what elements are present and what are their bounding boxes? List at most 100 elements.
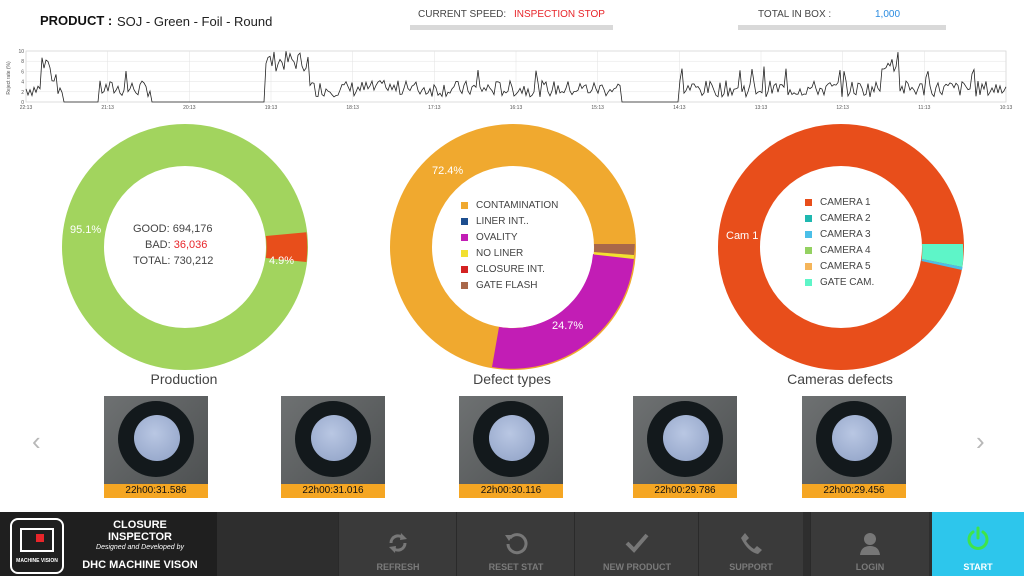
production-title: Production: [150, 371, 218, 387]
legend-label: CAMERA 4: [820, 244, 871, 256]
legend-swatch: [805, 230, 812, 238]
phone-icon: [741, 533, 762, 554]
start-button[interactable]: START: [932, 512, 1024, 576]
timeline-y-tick: 2: [21, 90, 24, 96]
app-title: CLOSURE INSPECTOR: [108, 519, 172, 543]
defect-thumbnail[interactable]: [633, 396, 737, 484]
production-donut[interactable]: [60, 122, 310, 372]
support-button[interactable]: SUPPORT: [698, 512, 803, 576]
timeline-x-tick: 18:13: [346, 105, 359, 111]
legend-label: NO LINER: [476, 247, 524, 259]
cameras-legend-item: CAMERA 4: [805, 242, 874, 258]
power-icon: [967, 526, 989, 550]
contamination-pct: 72.4%: [432, 165, 464, 177]
closure-liner: [489, 415, 535, 461]
start-label: START: [963, 562, 993, 572]
cameras-legend-item: CAMERA 5: [805, 258, 874, 274]
bad-value: 36,036: [173, 239, 208, 251]
login-button[interactable]: LOGIN: [810, 512, 929, 576]
legend-label: OVALITY: [476, 231, 518, 243]
company-name: DHC MACHINE VISON: [82, 559, 198, 571]
login-label: LOGIN: [855, 562, 885, 572]
defect-types-donut[interactable]: [388, 122, 638, 372]
timeline-ylabel: Reject rate (%): [6, 61, 12, 95]
legend-swatch: [805, 262, 812, 270]
legend-label: CLOSURE INT.: [476, 263, 545, 275]
defect-legend: CONTAMINATION LINER INT.. OVALITY NO LINER C…: [461, 197, 558, 293]
defects-legend-item: CONTAMINATION: [461, 197, 558, 213]
refresh-icon: [389, 533, 407, 553]
good-label: GOOD:: [133, 223, 170, 235]
footer-bar: MACHINE VISION CLOSURE INSPECTOR Designe…: [0, 512, 1024, 576]
defect-thumbnail[interactable]: [104, 396, 208, 484]
thumbnail-timestamp: 22h00:30.116: [459, 484, 563, 498]
closure-liner: [663, 415, 709, 461]
defects-legend-item: GATE FLASH: [461, 277, 558, 293]
defect-types-title: Defect types: [473, 371, 551, 387]
defects-legend-item: NO LINER: [461, 245, 558, 261]
camera-legend: CAMERA 1 CAMERA 2 CAMERA 3 CAMERA 4 CAMERA 5…: [805, 194, 874, 290]
defects-legend-item: CLOSURE INT.: [461, 261, 558, 277]
production-bad-slice: [265, 232, 308, 262]
reject-rate-line: [25, 51, 1007, 103]
no-liner-slice: [593, 252, 634, 259]
thumbnail-timestamp: 22h00:29.786: [633, 484, 737, 498]
reject-rate-timeline[interactable]: Reject rate (%) 10 8 6 4 2 0 22:13 21:13 20:13 1…: [0, 45, 1024, 115]
speed-bar: [410, 25, 613, 30]
defect-thumbnail[interactable]: [459, 396, 563, 484]
legend-swatch: [461, 201, 468, 209]
new-product-label: NEW PRODUCT: [603, 562, 671, 572]
legend-label: GATE CAM.: [820, 276, 875, 288]
legend-label: CAMERA 1: [820, 196, 871, 208]
ovality-slice: [492, 254, 634, 369]
camera1-slice-label: Cam 1: [726, 230, 759, 242]
logo-mark: [20, 528, 54, 552]
user-icon: [860, 533, 880, 555]
defects-legend-item: LINER INT..: [461, 213, 558, 229]
ovality-pct: 24.7%: [552, 320, 584, 332]
total-bar: [738, 25, 946, 30]
cameras-donut[interactable]: [716, 122, 966, 372]
previous-arrow-icon[interactable]: ‹: [32, 426, 41, 456]
timeline-x-tick: 11:13: [918, 105, 930, 111]
next-arrow-icon[interactable]: ›: [976, 426, 985, 456]
reset-stat-button[interactable]: RESET STAT: [456, 512, 575, 576]
timeline-y-tick: 8: [21, 59, 24, 65]
cameras-legend-item: CAMERA 1: [805, 194, 874, 210]
production-total-row: TOTAL: 730,212: [133, 255, 213, 267]
defect-thumbnail[interactable]: [802, 396, 906, 484]
timeline-x-tick: 16:13: [510, 105, 523, 111]
cameras-legend-item: CAMERA 2: [805, 210, 874, 226]
refresh-button[interactable]: REFRESH: [338, 512, 457, 576]
production-good-pct: 95.1%: [70, 224, 102, 236]
legend-swatch: [805, 246, 812, 254]
timeline-x-tick: 15:13: [591, 105, 604, 111]
legend-label: GATE FLASH: [476, 279, 538, 291]
timeline-x-tick: 22:13: [20, 105, 33, 111]
closure-liner: [134, 415, 180, 461]
defect-thumbnail[interactable]: [281, 396, 385, 484]
designed-by-text: Designed and Developed by: [96, 544, 184, 551]
legend-swatch: [461, 233, 468, 241]
legend-swatch: [461, 217, 468, 225]
reset-stat-label: RESET STAT: [488, 562, 544, 572]
cameras-legend-item: CAMERA 3: [805, 226, 874, 242]
legend-swatch: [805, 278, 812, 286]
legend-label: CONTAMINATION: [476, 199, 559, 211]
cameras-defects-title: Cameras defects: [787, 371, 893, 387]
timeline-x-tick: 20:13: [183, 105, 196, 111]
current-speed-label: CURRENT SPEED:: [418, 9, 507, 20]
current-speed-value: INSPECTION STOP: [514, 9, 605, 20]
timeline-x-tick: 10:13: [1000, 105, 1013, 111]
legend-label: CAMERA 5: [820, 260, 871, 272]
logo-text: MACHINE VISION: [16, 558, 58, 564]
legend-swatch: [461, 265, 468, 273]
legend-swatch: [805, 198, 812, 206]
timeline-y-tick: 0: [21, 100, 24, 106]
camera3-slice: [921, 259, 963, 270]
gate-flash-slice: [594, 244, 635, 255]
legend-label: CAMERA 2: [820, 212, 871, 224]
new-product-button[interactable]: NEW PRODUCT: [574, 512, 699, 576]
brand-panel: MACHINE VISION CLOSURE INSPECTOR Designe…: [0, 512, 217, 576]
product-label: PRODUCT :: [40, 13, 113, 28]
